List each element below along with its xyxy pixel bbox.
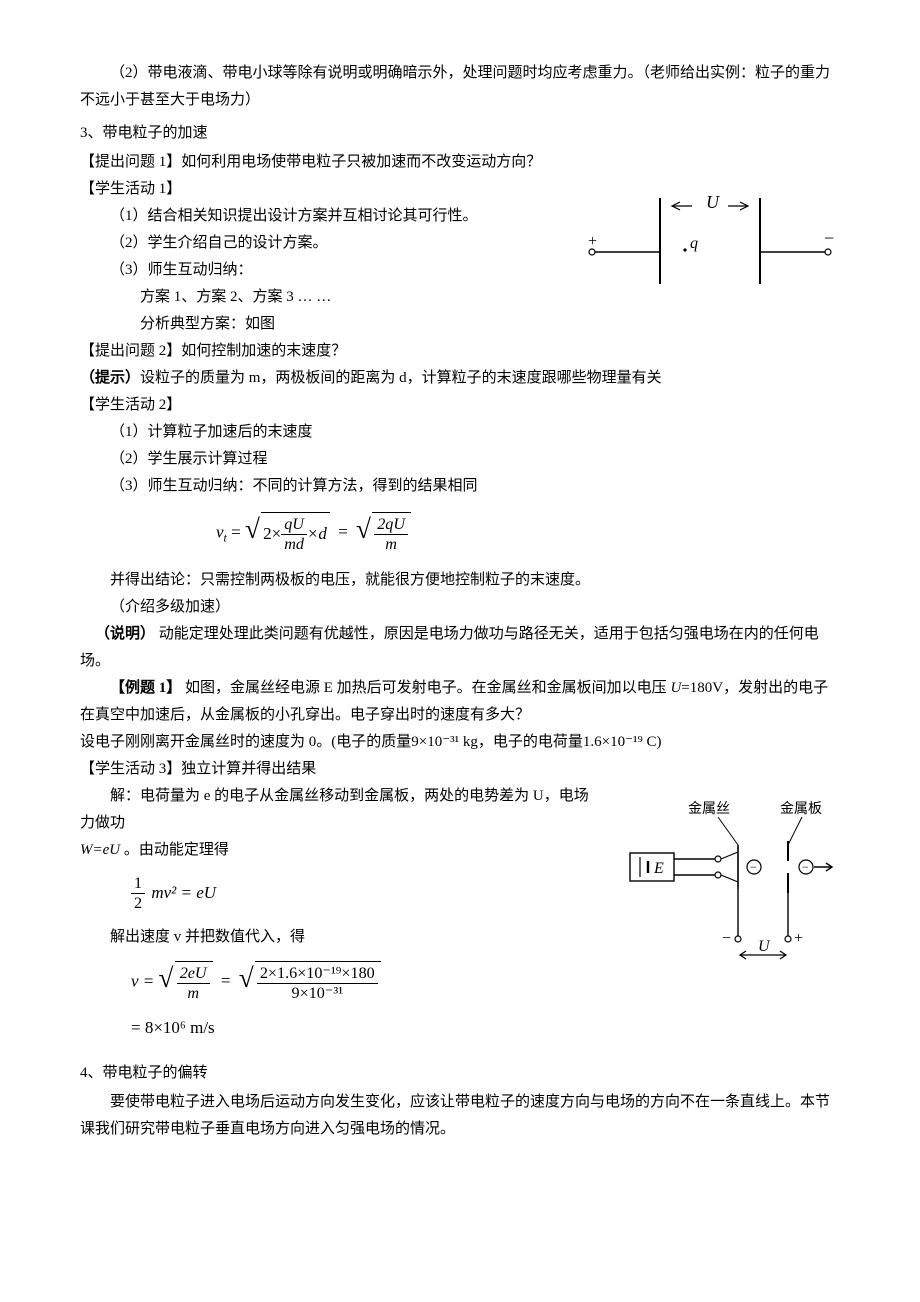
- example-1-c: 设电子刚刚离开金属丝时的速度为 0。(电子的质量9×10⁻³¹ kg，电子的电荷…: [80, 729, 840, 756]
- solution-line-b-post: 。由动能定理得: [120, 842, 229, 858]
- activity-3-title: 【学生活动 3】独立计算并得出结果: [80, 756, 840, 783]
- figure-1-capacitor: U q + −: [580, 176, 840, 316]
- solution-row: 解：电荷量为 e 的电子从金属丝移动到金属板，两处的电势差为 U，电场力做功 W…: [80, 783, 840, 1054]
- solution-line-c: 解出速度 v 并把数值代入，得: [80, 924, 590, 951]
- formula-vt-num1: qU: [281, 515, 307, 535]
- fig2-minus: −: [722, 930, 731, 947]
- section-3-heading: 3、带电粒子的加速: [80, 120, 840, 147]
- document-page: （2）带电液滴、带电小球等除有说明或明确暗示外，处理问题时均应考虑重力。（老师给…: [0, 0, 920, 1203]
- formula-v-r1-den: m: [177, 984, 210, 1003]
- paragraph-intro2: （2）带电液滴、带电小球等除有说明或明确暗示外，处理问题时均应考虑重力。（老师给…: [80, 60, 840, 114]
- sqrt-1: √ 2×qUmd×d: [245, 512, 330, 555]
- question-1: 【提出问题 1】如何利用电场使带电粒子只被加速而不改变运动方向？: [80, 149, 840, 176]
- example-1-charge: 1.6×10⁻¹⁹ C: [583, 734, 657, 750]
- formula-vt-eq2: =: [338, 522, 348, 541]
- section-4-heading: 4、带电粒子的偏转: [80, 1060, 840, 1087]
- svg-text:−: −: [802, 860, 809, 874]
- hint-body: 设粒子的质量为 m，两极板间的距离为 d，计算粒子的末速度跟哪些物理量有关: [140, 370, 662, 386]
- example-1-c-b: ，电子的电荷量: [478, 734, 583, 750]
- fig1-minus: −: [824, 228, 834, 248]
- note-line: （说明） 动能定理处理此类问题有优越性，原因是电场力做功与路径无关，适用于包括匀…: [80, 621, 840, 675]
- hint-line: （提示）设粒子的质量为 m，两极板间的距离为 d，计算粒子的末速度跟哪些物理量有…: [80, 365, 840, 392]
- fig2-label-U: U: [758, 938, 771, 955]
- section-4-body: 要使带电粒子进入电场后运动方向发生变化，应该让带电粒子的速度方向与电场的方向不在…: [80, 1089, 840, 1143]
- formula-v-r1-num: 2eU: [177, 964, 210, 984]
- formula-vt-eq1: =: [231, 522, 241, 541]
- activity-2-item-2: （2）学生展示计算过程: [80, 446, 840, 473]
- formula-vt-lhs-sub: t: [224, 531, 227, 545]
- conclusion-1: 并得出结论：只需控制两极板的电压，就能很方便地控制粒子的末速度。: [80, 567, 840, 594]
- hint-label: （提示）: [80, 370, 140, 386]
- formula-v-eq: =: [221, 971, 231, 990]
- formula-vt-den2: m: [374, 535, 408, 554]
- fig1-label-U: U: [706, 192, 720, 212]
- formula-v-lhs: v =: [131, 971, 154, 990]
- conclusion-2: （介绍多级加速）: [80, 594, 840, 621]
- solution-W-eq: W=: [80, 842, 103, 858]
- formula-v-r2-den: 9×10⁻³¹: [257, 984, 378, 1003]
- example-1: 【例题 1】 如图，金属丝经电源 E 加热后可发射电子。在金属丝和金属板间加以电…: [80, 675, 840, 729]
- formula-kinetic-num: 1: [131, 874, 145, 894]
- note-body: 动能定理处理此类问题有优越性，原因是电场力做功与路径无关，适用于包括匀强电场在内…: [80, 626, 819, 669]
- example-1-c-c: ): [657, 734, 662, 750]
- fig1-label-q: q: [690, 235, 698, 252]
- formula-vt-coeff: 2×: [263, 524, 281, 543]
- activity-2-item-3: （3）师生互动归纳：不同的计算方法，得到的结果相同: [80, 473, 840, 500]
- question-2: 【提出问题 2】如何控制加速的末速度？: [80, 338, 840, 365]
- solution-eU: eU: [103, 842, 121, 858]
- example-1-text-a: 如图，金属丝经电源 E 加热后可发射电子。在金属丝和金属板间加以电压: [181, 680, 670, 696]
- formula-v-r2-num: 2×1.6×10⁻¹⁹×180: [257, 964, 378, 984]
- solution-line-b: W=eU 。由动能定理得: [80, 837, 590, 864]
- example-1-label: 【例题 1】: [110, 680, 181, 696]
- formula-v-result: = 8×10⁶ m/s: [131, 1013, 590, 1044]
- fig2-label-wire: 金属丝: [688, 801, 730, 817]
- fig2-label-plate: 金属板: [780, 801, 822, 817]
- formula-vt-den1: md: [281, 535, 307, 554]
- fig2-plus: +: [794, 930, 803, 947]
- svg-text:−: −: [750, 860, 757, 874]
- formula-vt-suffix: ×d: [307, 524, 327, 543]
- example-1-c-a: 设电子刚刚离开金属丝时的速度为 0。(电子的质量: [80, 734, 411, 750]
- solution-line-a: 解：电荷量为 e 的电子从金属丝移动到金属板，两处的电势差为 U，电场力做功: [80, 783, 590, 837]
- fig1-plus: +: [588, 233, 597, 250]
- solution-col: 解：电荷量为 e 的电子从金属丝移动到金属板，两处的电势差为 U，电场力做功 W…: [80, 783, 590, 1054]
- sqrt-3: √ 2eUm: [159, 961, 213, 1004]
- sqrt-4: √ 2×1.6×10⁻¹⁹×1809×10⁻³¹: [239, 961, 381, 1004]
- formula-vt-lhs-v: v: [216, 522, 224, 541]
- fig2-label-E: E: [653, 860, 664, 877]
- formula-vt: vt = √ 2×qUmd×d = √ 2qUm: [216, 512, 840, 555]
- formula-kinetic: 12 mv² = eU: [131, 874, 590, 914]
- activity-2-title: 【学生活动 2】: [80, 392, 840, 419]
- formula-vt-num2: 2qU: [374, 515, 408, 535]
- activity-2-item-1: （1）计算粒子加速后的末速度: [80, 419, 840, 446]
- formula-kinetic-body: mv² = eU: [151, 883, 216, 902]
- example-1-mass: 9×10⁻³¹ kg: [411, 734, 478, 750]
- formula-kinetic-den: 2: [131, 894, 145, 913]
- formula-v-numeric: v = √ 2eUm = √ 2×1.6×10⁻¹⁹×1809×10⁻³¹: [131, 961, 590, 1004]
- note-label: （说明）: [95, 626, 155, 642]
- sqrt-2: √ 2qUm: [356, 512, 411, 555]
- figure-2-circuit: 金属丝 金属板 E: [590, 783, 840, 987]
- example-1-U: U: [670, 680, 681, 696]
